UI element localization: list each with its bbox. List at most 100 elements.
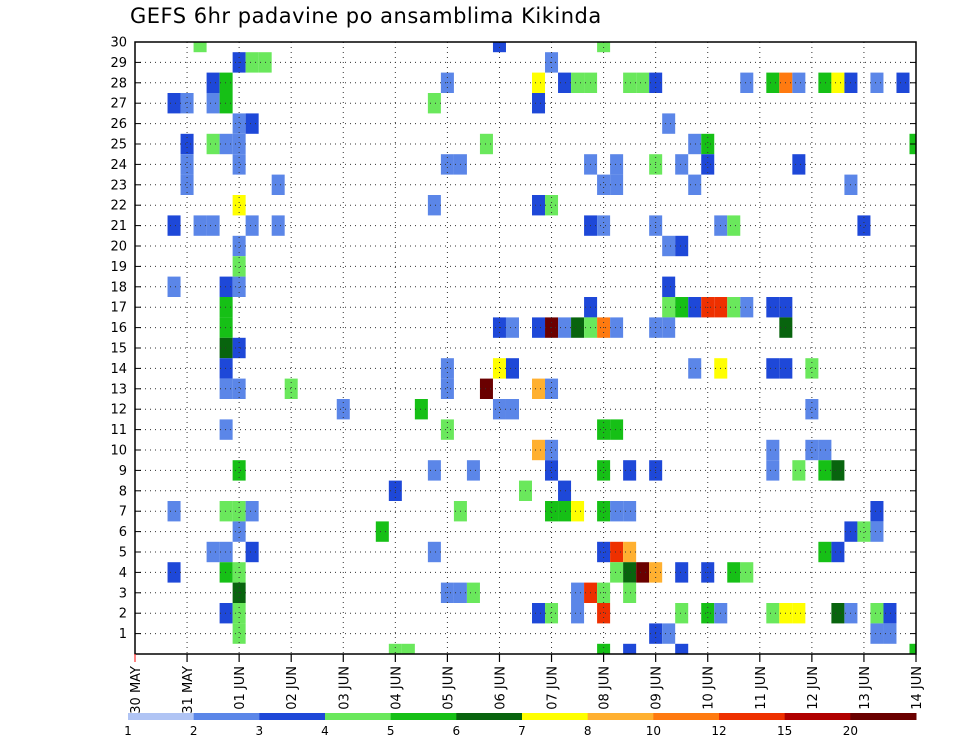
heatmap-cell (206, 215, 220, 236)
colorbar-swatch (325, 713, 392, 720)
x-tick-label: 05 JUN (441, 666, 456, 710)
heatmap-cell (232, 501, 246, 522)
heatmap-cell (532, 603, 546, 624)
heatmap-cell (232, 521, 246, 542)
heatmap-cell (167, 93, 181, 114)
heatmap-cell (232, 460, 246, 481)
x-tick-label: 14 JUN (910, 666, 925, 710)
y-tick-label: 13 (110, 382, 127, 397)
colorbar-label: 3 (256, 724, 264, 738)
y-tick-label: 11 (110, 423, 127, 438)
heatmap-cell (597, 419, 611, 440)
y-tick-label: 3 (119, 586, 127, 601)
heatmap-cell (375, 521, 389, 542)
heatmap-cell (180, 174, 194, 195)
heatmap-cell (831, 541, 845, 563)
heatmap-cell (193, 42, 207, 53)
heatmap-cell (571, 317, 585, 338)
heatmap-cell (206, 541, 220, 563)
heatmap-cell (675, 643, 689, 654)
heatmap-cell (857, 215, 871, 236)
colorbar-label: 7 (518, 724, 526, 738)
heatmap-cell (597, 603, 611, 624)
x-tick-label: 10 JUN (702, 666, 717, 710)
heatmap-cell (623, 562, 637, 583)
colorbar-swatch (522, 713, 589, 720)
heatmap-cell (831, 460, 845, 481)
colorbar-label: 10 (646, 724, 661, 738)
heatmap-cell (610, 174, 624, 195)
x-tick-label: 02 JUN (285, 666, 300, 710)
heatmap-cell (571, 501, 585, 522)
x-tick-label: 03 JUN (337, 666, 352, 710)
heatmap-cell (180, 133, 194, 155)
heatmap-cell (740, 297, 754, 318)
y-tick-label: 24 (110, 158, 127, 173)
heatmap-cell (532, 378, 546, 399)
y-tick-label: 25 (110, 138, 127, 153)
heatmap-cell (532, 72, 546, 93)
heatmap-cell (701, 154, 715, 175)
heatmap-cell (167, 562, 181, 583)
heatmap-cell (870, 72, 884, 93)
x-tick-label: 07 JUN (546, 666, 561, 710)
x-tick-label: 01 JUN (233, 666, 248, 710)
heatmap-cell (675, 603, 689, 624)
heatmap-cell (636, 72, 650, 93)
heatmap-cell (623, 72, 637, 93)
heatmap-cell (219, 378, 233, 399)
heatmap-cell (597, 174, 611, 195)
heatmap-cell (167, 276, 181, 297)
heatmap-cell (896, 72, 910, 93)
y-tick-label: 12 (110, 403, 127, 418)
y-tick-label: 15 (110, 342, 127, 357)
heatmap-cell (727, 297, 741, 318)
colorbar-swatch (784, 713, 851, 720)
x-tick-label: 08 JUN (598, 666, 613, 710)
y-tick-label: 20 (110, 240, 127, 255)
heatmap-cell (766, 358, 780, 379)
heatmap-cell (701, 603, 715, 624)
y-tick-label: 29 (110, 56, 127, 71)
heatmap-cell (479, 378, 493, 399)
heatmap-cell (219, 337, 233, 359)
heatmap-cell (427, 195, 441, 216)
heatmap-cell (219, 297, 233, 318)
heatmap-cell (284, 378, 298, 399)
colorbar-swatch (390, 713, 457, 720)
heatmap-cell (219, 93, 233, 114)
heatmap-cell (232, 195, 246, 216)
heatmap-cell (427, 93, 441, 114)
heatmap-cell (597, 215, 611, 236)
y-tick-label: 10 (110, 444, 127, 459)
y-tick-label: 21 (110, 219, 127, 234)
heatmap-cell (219, 317, 233, 338)
heatmap-cell (558, 317, 572, 338)
heatmap-cell (857, 521, 871, 542)
heatmap-cell (414, 399, 428, 420)
heatmap-cell (545, 439, 559, 461)
heatmap-cell (245, 215, 259, 236)
heatmap-cell (831, 72, 845, 93)
heatmap-cell (675, 297, 689, 318)
heatmap-cell (206, 72, 220, 93)
colorbar-label: 12 (711, 724, 726, 738)
heatmap-cell (766, 603, 780, 624)
heatmap-cell (219, 501, 233, 522)
heatmap-cell (167, 501, 181, 522)
x-tick-label: 13 JUN (858, 666, 873, 710)
heatmap-cell (610, 317, 624, 338)
colorbar-swatch (850, 713, 917, 720)
colorbar-swatch (193, 713, 260, 720)
heatmap-cell (232, 276, 246, 297)
heatmap-cell (818, 72, 832, 93)
heatmap-cell (545, 501, 559, 522)
heatmap-cell (805, 399, 819, 420)
heatmap-cell (219, 562, 233, 583)
heatmap-cell (245, 541, 259, 563)
y-tick-label: 26 (110, 117, 127, 132)
heatmap-cell (232, 154, 246, 175)
heatmap-cell (492, 358, 506, 379)
colorbar-label: 2 (190, 724, 198, 738)
